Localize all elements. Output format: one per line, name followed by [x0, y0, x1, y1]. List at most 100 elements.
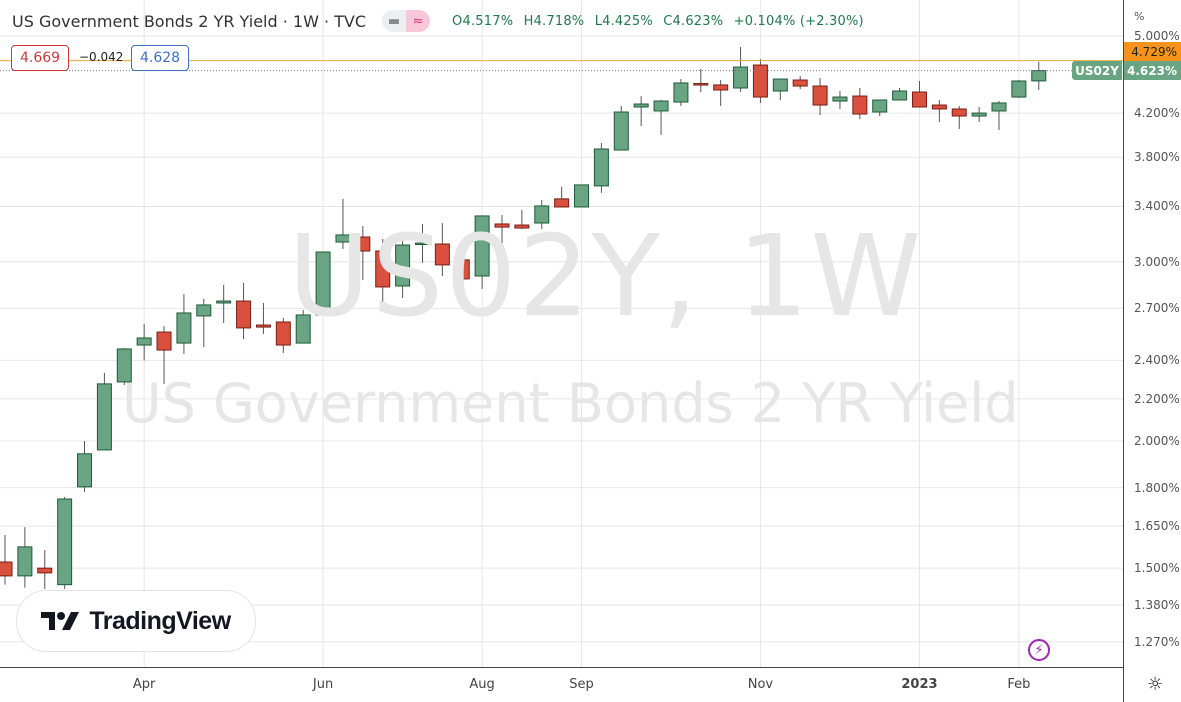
candle-down [951, 108, 967, 117]
candle-down [911, 91, 927, 108]
high-value: H4.718% [523, 13, 585, 29]
candle-up [733, 66, 749, 89]
candle-up [832, 96, 848, 102]
candle-up [1011, 80, 1027, 98]
open-value: O4.517% [452, 13, 514, 29]
candle-down [792, 79, 808, 87]
candle-up [534, 205, 550, 224]
chart-title[interactable]: US Government Bonds 2 YR Yield · 1W · TV… [12, 11, 367, 31]
candle-down [554, 198, 570, 208]
y-tick-label: 1.380% [1134, 598, 1180, 612]
candle-up [872, 99, 888, 113]
candle-up [335, 234, 351, 243]
approx-icon[interactable]: ≈ [406, 10, 431, 32]
candle-down [434, 243, 450, 266]
x-tick-label: Aug [469, 677, 495, 692]
candle-up [653, 100, 669, 112]
watermark-symbol: US02Y, 1W [288, 212, 924, 342]
candle-down [275, 321, 291, 346]
y-tick-label: 1.800% [1134, 480, 1180, 495]
legend-header: US Government Bonds 2 YR Yield · 1W · TV… [12, 10, 870, 32]
y-tick-label: 3.800% [1134, 150, 1180, 165]
tradingview-logo[interactable]: TradingView [16, 590, 256, 652]
candle-down [514, 224, 530, 229]
candle-up [315, 251, 331, 316]
candle-up [96, 383, 112, 451]
candle-up [196, 304, 212, 317]
candle-down [156, 331, 172, 351]
axis-unit: % [1134, 10, 1145, 23]
y-tick-label: 5.000% [1134, 29, 1180, 43]
x-tick-label: Jun [312, 677, 334, 692]
y-tick-label: 1.500% [1134, 561, 1180, 576]
candle-down [752, 64, 768, 98]
y-tick-label: 3.400% [1134, 199, 1180, 214]
candle-down [236, 300, 252, 329]
y-tick-label: 2.700% [1134, 301, 1180, 316]
y-tick-label: 1.650% [1134, 519, 1180, 534]
candle-up [1031, 70, 1047, 82]
tradingview-icon [41, 612, 80, 630]
candle-down [812, 85, 828, 106]
x-tick-label: Apr [132, 677, 156, 692]
candle-down [494, 223, 510, 228]
candle-up [574, 184, 590, 208]
candle-up [395, 244, 411, 287]
candle-down [454, 259, 470, 280]
candle-down [255, 324, 271, 328]
candle-down [931, 104, 947, 110]
candle-down [693, 83, 709, 86]
candle-up [593, 148, 609, 187]
candle-up [57, 498, 73, 586]
candle-down [37, 567, 53, 574]
lightning-icon[interactable]: ⚡ [1028, 639, 1050, 661]
candle-down [0, 561, 13, 577]
candle-up [216, 300, 232, 304]
candle-up [136, 337, 152, 346]
buy-button[interactable]: 4.628 [131, 45, 190, 71]
candle-down [713, 84, 729, 91]
candle-up [176, 312, 192, 344]
x-tick-label: Sep [569, 677, 594, 692]
candle-up [772, 78, 788, 92]
x-tick-label: Nov [747, 677, 774, 692]
candle-down [852, 95, 868, 115]
watermark-name: US Government Bonds 2 YR Yield [122, 372, 1019, 435]
low-value: L4.425% [594, 13, 653, 29]
y-tick-label: 1.270% [1134, 634, 1180, 649]
y-tick-label: 2.200% [1134, 391, 1180, 406]
last-price-tag: 4.623% [1124, 61, 1181, 80]
candle-up [295, 314, 311, 344]
minus-icon[interactable]: ▬ [382, 10, 407, 32]
y-tick-label: 4.200% [1134, 106, 1180, 121]
y-tick-label: 2.000% [1134, 434, 1180, 448]
close-value: C4.623% [663, 13, 724, 29]
candle-up [892, 90, 908, 101]
y-tick-label: 2.400% [1134, 353, 1180, 368]
candle-up [633, 103, 649, 108]
x-tick-label: 2023 [901, 677, 938, 692]
sell-button[interactable]: 4.669 [11, 45, 70, 71]
logo-text: TradingView [89, 606, 231, 635]
candle-up [474, 215, 490, 277]
high-line-price-tag: 4.729% [1124, 42, 1181, 61]
candle-up [673, 82, 689, 103]
candle-down [375, 250, 391, 288]
candle-up [991, 102, 1007, 112]
symbol-tag: US02Y [1072, 61, 1122, 80]
candle-up [77, 453, 93, 488]
candle-up [116, 348, 132, 383]
candle-down [355, 236, 371, 252]
y-tick-label: 3.000% [1134, 254, 1180, 269]
x-tick-label: Feb [1007, 677, 1031, 692]
gear-icon[interactable]: ☼ [1147, 674, 1164, 695]
ohlc-values: O4.517% H4.718% L4.425% C4.623% +0.104% … [452, 14, 870, 29]
candle-up [414, 242, 430, 246]
chart-style-toggle[interactable]: ▬ ≈ [382, 10, 431, 32]
change-value: +0.104% (+2.30%) [733, 13, 864, 29]
candle-up [971, 112, 987, 117]
candle-up [613, 111, 629, 151]
spread-value: −0.042 [79, 50, 124, 64]
candle-up [17, 546, 33, 577]
